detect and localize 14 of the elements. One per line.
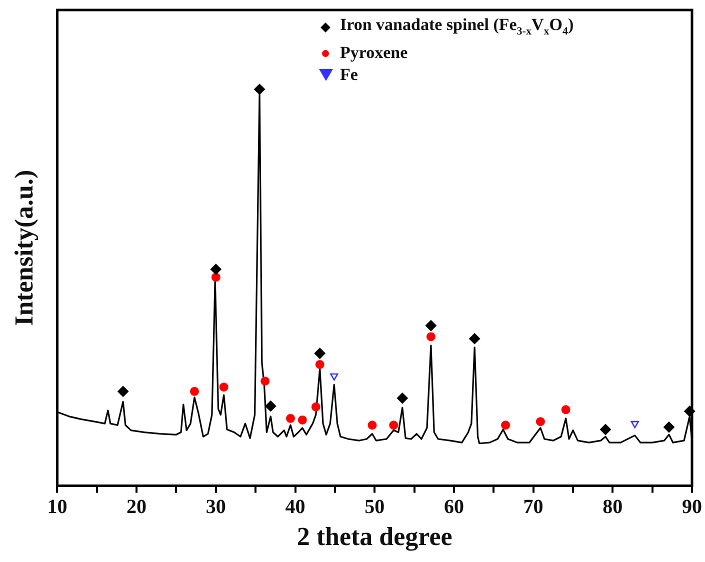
x-tick-label: 70 [523,496,544,518]
x-tick-label: 30 [206,496,226,518]
legend-label: Pyroxene [340,42,408,64]
x-axis-title: 2 theta degree [296,522,452,552]
x-tick-label: 40 [285,496,306,518]
y-axis-title: Intensity(a.u.) [9,170,38,326]
legend-label: Fe [340,64,358,86]
x-tick-label: 80 [602,496,623,518]
x-tick-label: 50 [364,496,385,518]
x-tick-label: 10 [47,496,68,518]
legend-label: Iron vanadate spinel (Fe$_{3-}$$_{x}$V$_{x}$O$_{4}$) [340,14,574,40]
x-tick-label: 60 [444,496,464,518]
x-tick-label: 90 [682,496,702,518]
x-tick-label: 20 [126,496,147,518]
